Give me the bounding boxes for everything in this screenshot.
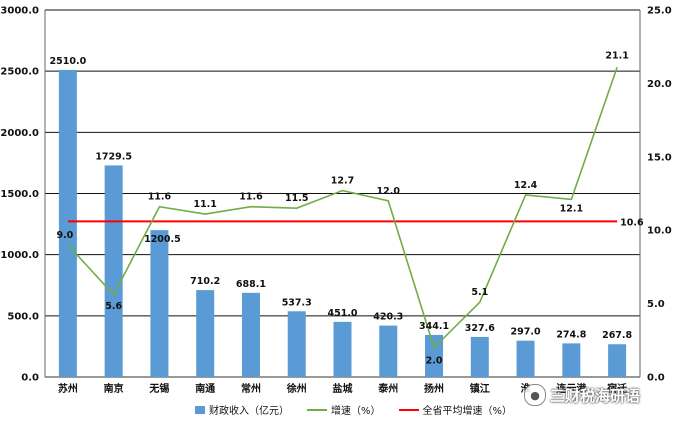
y-left-tick-label: 1500.0: [0, 189, 39, 200]
bar-value-label: 344.1: [419, 321, 449, 332]
legend-item-average: 全省平均增速（%）: [398, 402, 513, 417]
growth-value-label: 12.0: [377, 186, 401, 197]
bar: [562, 343, 581, 377]
watermark-text: 三财税海研语: [550, 386, 641, 405]
chat-bubble-icon: ●: [524, 384, 546, 406]
bar-value-label: 2510.0: [50, 56, 87, 67]
x-tick-label: 南通: [195, 382, 215, 395]
bar: [241, 292, 260, 377]
y-right-tick-label: 0.0: [647, 373, 665, 384]
growth-value-label: 5.6: [105, 301, 122, 312]
bar: [104, 165, 123, 377]
bar: [470, 336, 489, 377]
bar: [58, 69, 77, 378]
y-left-tick-label: 500.0: [7, 311, 39, 322]
legend-swatch-average: [398, 408, 419, 411]
x-tick-label: 盐城: [333, 382, 353, 395]
x-tick-label: 泰州: [377, 382, 398, 395]
growth-value-label: 12.7: [331, 176, 354, 187]
growth-value-label: 2.0: [426, 356, 443, 367]
legend-label-average: 全省平均增速（%）: [422, 406, 513, 417]
y-right-tick-label: 15.0: [647, 152, 672, 163]
y-right-tick-label: 20.0: [647, 79, 672, 90]
growth-value-label: 11.1: [193, 199, 216, 210]
growth-value-label: 12.4: [514, 180, 538, 191]
growth-value-label: 12.1: [560, 203, 583, 214]
bar: [608, 344, 627, 377]
growth-value-label: 5.1: [471, 287, 488, 298]
bar: [379, 325, 398, 377]
bar-value-label: 688.1: [236, 279, 266, 290]
legend-label-growth: 增速（%）: [331, 406, 381, 417]
x-tick-label: 苏州: [58, 382, 78, 395]
growth-value-label: 9.0: [56, 230, 73, 241]
y-left-tick-label: 2500.0: [0, 67, 39, 78]
y-left-tick-label: 2000.0: [0, 128, 39, 139]
bar: [516, 340, 535, 377]
bar-value-label: 710.2: [190, 276, 220, 287]
x-tick-label: 徐州: [286, 382, 307, 395]
x-tick-label: 宿迁: [607, 382, 627, 395]
legend-item-growth: 增速（%）: [307, 402, 381, 417]
bar: [425, 334, 444, 377]
legend: 财政收入（亿元） 增速（%） 全省平均增速（%）: [195, 402, 530, 417]
legend-swatch-growth: [307, 408, 327, 411]
bar-value-label: 537.3: [282, 297, 312, 308]
bar: [196, 290, 215, 377]
bar-value-label: 267.8: [602, 330, 632, 341]
x-tick-label: 南京: [104, 382, 124, 395]
y-left-tick-label: 1000.0: [0, 250, 39, 261]
y-right-tick-label: 10.0: [647, 226, 672, 237]
growth-value-label: 11.5: [285, 193, 308, 204]
growth-value-label: 11.6: [148, 192, 172, 203]
bar: [333, 321, 352, 377]
bar-value-label: 274.8: [556, 329, 586, 340]
y-right-tick-label: 25.0: [647, 6, 672, 17]
x-tick-label: 无锡: [148, 382, 169, 395]
x-tick-label: 连云港: [556, 382, 587, 395]
growth-value-label: 11.6: [239, 192, 263, 203]
legend-label-revenue: 财政收入（亿元）: [209, 406, 289, 417]
bar-value-label: 297.0: [511, 327, 541, 338]
bar-value-label: 1729.5: [95, 151, 132, 162]
x-tick-label: 扬州: [424, 382, 444, 395]
watermark: ● 三财税海研语: [524, 384, 640, 406]
average-value-label: 10.6: [620, 217, 644, 228]
growth-value-label: 21.1: [605, 50, 628, 61]
bar-value-label: 420.3: [373, 312, 403, 323]
legend-item-revenue: 财政收入（亿元）: [195, 402, 289, 417]
y-right-tick-label: 5.0: [647, 299, 665, 310]
bar-value-label: 1200.5: [144, 234, 181, 245]
growth-line: [67, 66, 618, 350]
bar: [287, 311, 306, 377]
bar-value-label: 451.0: [327, 308, 357, 319]
y-left-tick-label: 0.0: [21, 373, 39, 384]
x-tick-label: 镇江: [470, 382, 490, 395]
bar: [150, 230, 169, 377]
y-left-tick-label: 3000.0: [0, 6, 39, 17]
bar-value-label: 327.6: [465, 323, 495, 334]
legend-swatch-revenue: [195, 405, 205, 414]
x-tick-label: 常州: [241, 382, 261, 395]
